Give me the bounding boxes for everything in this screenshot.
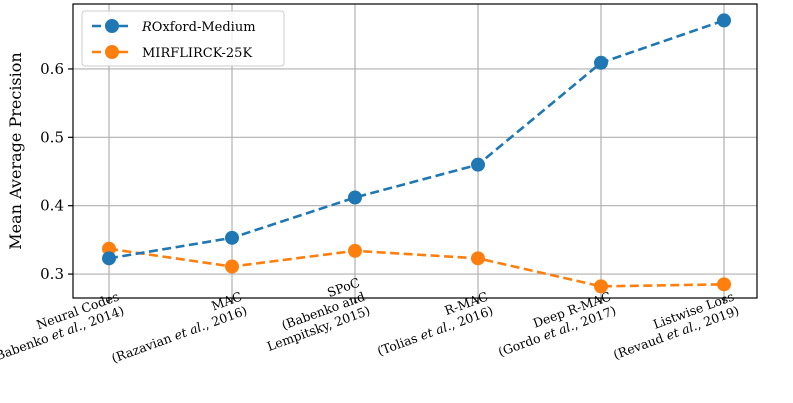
x-tick-label: Neural Codes(Babenko et al., 2014) [0,289,126,365]
y-tick-label: 0.5 [40,128,64,146]
series-1-point [594,279,608,294]
series-1-point [717,277,731,292]
y-tick-label: 0.3 [40,265,64,283]
legend: ROxford-Medium MIRFLIRCK-25K [81,10,285,67]
y-tick-label: 0.6 [40,60,64,78]
legend-label-1: MIRFLIRCK-25K [142,46,252,61]
series-0-point [717,13,731,28]
x-tick-label-line: (Tolias et al., 2016) [375,303,495,359]
series-0-point [225,230,239,245]
series-layer [102,13,731,294]
x-tick-label: R-MAC(Tolias et al., 2016) [370,289,495,359]
x-tick-label-line: (Razavian et al., 2016) [109,303,249,366]
x-tick-label-line-part-0: (Razavian [109,329,177,366]
series-0-point [348,190,362,205]
x-tick-label-line-part-0: (Revaud [611,329,669,362]
x-tick-label-line-part-1: et al. [172,318,207,343]
legend-label-1-part-0: MIRFLIRCK-25K [142,46,252,61]
legend-label-0-part-1: Oxford-Medium [152,20,256,35]
series-0-point [102,251,116,266]
legend-marker-0 [105,19,119,33]
y-tick-label: 0.4 [40,197,64,215]
legend-label-0: ROxford-Medium [141,20,256,35]
x-tick-label: SPoC(Babenko andLempitsky, 2015) [255,275,372,354]
x-tick-label: Deep R-MAC(Gordo et al., 2017) [491,289,618,360]
series-1-point [471,251,485,266]
grid [73,4,757,298]
y-axis-label: Mean Average Precision [6,52,25,249]
x-tick-label-line-part-0: (Gordo [496,329,546,359]
legend-label-0-part-0: R [141,20,152,35]
y-axis: 0.3 0.4 0.5 0.6 [40,60,73,283]
series-0-point [594,55,608,70]
series-0-point [471,157,485,172]
series-line-0 [108,19,725,260]
x-tick-label-line-part-0: (Babenko [0,329,54,365]
series-1-point [225,259,239,274]
plot-frame [72,3,758,299]
x-axis: Neural Codes(Babenko et al., 2014)MAC(Ra… [0,275,741,366]
x-tick-label-line-part-1: et al. [418,318,453,343]
series-1-point [102,241,116,256]
legend-box [81,10,285,67]
x-tick-label: Listwise Loss(Revaud et al., 2019) [606,289,741,363]
x-tick-label: MAC(Razavian et al., 2016) [104,289,249,366]
x-tick-label-line-part-0: (Tolias [375,329,423,359]
series-1-point [348,243,362,258]
series-line-1 [108,247,725,288]
legend-marker-1 [105,45,119,59]
